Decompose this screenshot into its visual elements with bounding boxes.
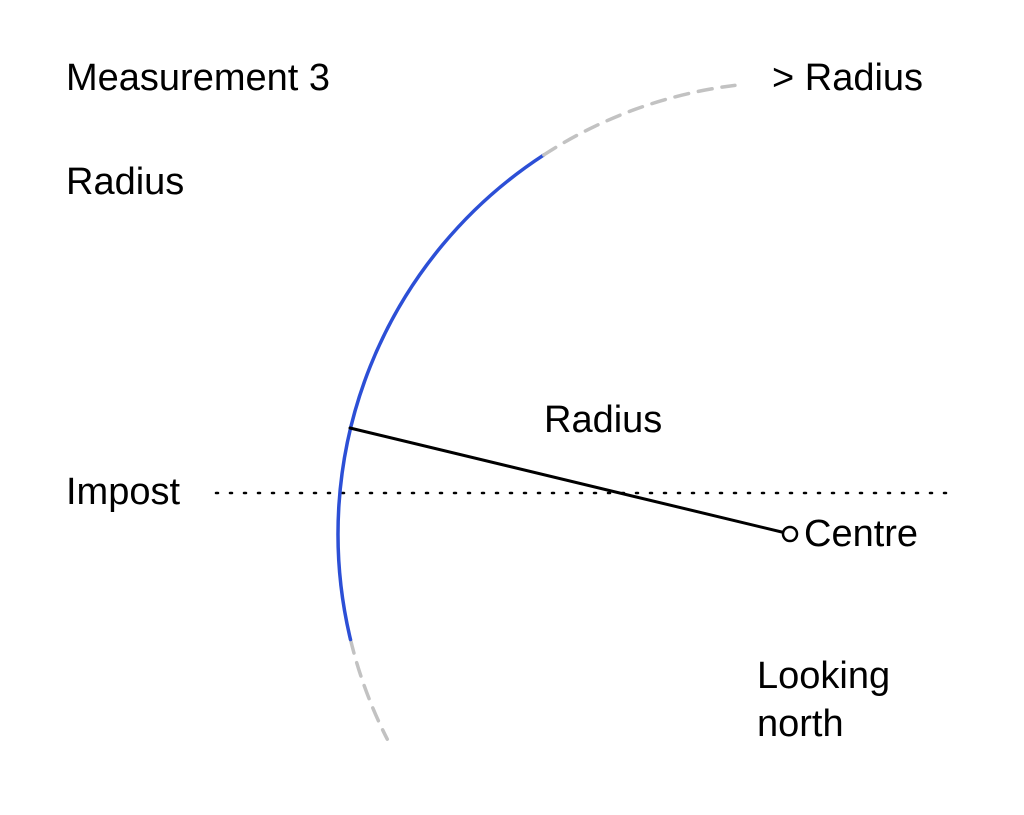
- radius-label: Radius: [544, 399, 662, 441]
- radius-line: [350, 428, 790, 534]
- arc-dashed-top: [544, 85, 735, 155]
- page-title: Measurement 3: [66, 57, 330, 99]
- impost-label: Impost: [66, 471, 180, 513]
- section-heading: Radius: [66, 161, 184, 203]
- orientation-label-line1: Looking: [757, 655, 890, 697]
- arc-main: [338, 155, 544, 640]
- orientation-label-line2: north: [757, 703, 844, 745]
- centre-label: Centre: [804, 513, 918, 555]
- centre-point: [783, 527, 797, 541]
- arc-dashed-bottom: [350, 640, 387, 740]
- breadcrumb: > Radius: [772, 57, 923, 99]
